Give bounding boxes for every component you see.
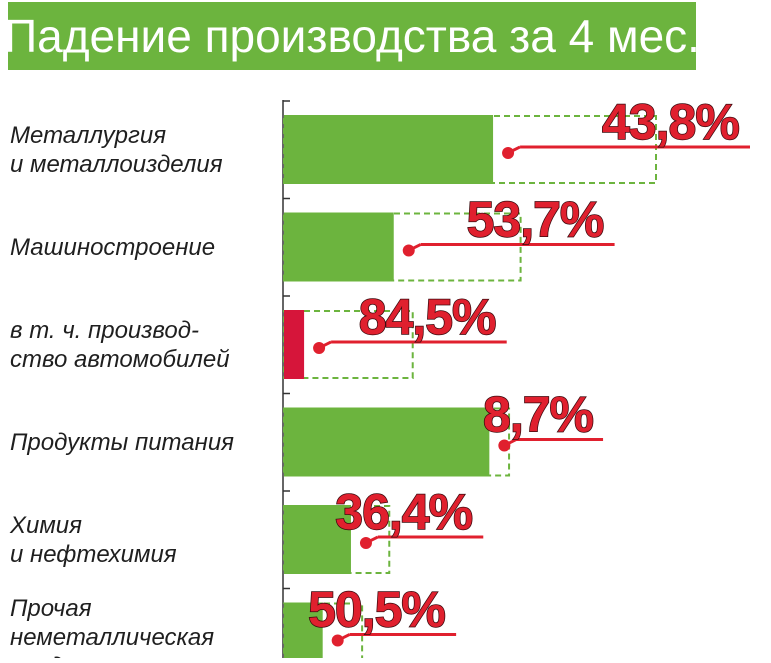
category-label: Машиностроение	[10, 234, 215, 261]
category-label: Продукты питания	[10, 429, 234, 456]
bar	[284, 505, 351, 574]
category-label: в т. ч. производ-	[10, 317, 199, 344]
chart-title: Падение производства за 4 мес.	[4, 10, 700, 62]
previous-level-outline	[283, 310, 414, 379]
value-label: 53,7%	[467, 191, 604, 247]
bar	[284, 602, 323, 663]
category-label: Металлургия	[10, 122, 166, 149]
pointer-dot	[359, 536, 372, 549]
bar	[284, 310, 305, 379]
category-label: Химия	[9, 512, 82, 539]
category-label: продукция	[10, 653, 126, 658]
bar	[284, 407, 490, 477]
chart-area: Металлургия и металлоизделия 43,8% Машиност…	[0, 80, 771, 663]
pointer-dot	[402, 244, 415, 257]
value-label: 43,8%	[602, 94, 739, 150]
category-label: ство автомобилей	[10, 346, 230, 373]
previous-level-outline	[283, 602, 364, 663]
value-label: 8,7%	[483, 386, 594, 442]
bar	[284, 212, 394, 282]
title-banner: Падение производства за 4 мес.	[4, 2, 700, 70]
value-label: 36,4%	[335, 484, 472, 540]
category-label: неметаллическая	[10, 624, 214, 651]
category-label: Прочая	[10, 595, 92, 622]
pointer-dot	[313, 341, 326, 354]
category-label: и металлоизделия	[10, 151, 223, 178]
bar	[284, 115, 494, 184]
pointer-dot	[331, 634, 344, 647]
value-label: 84,5%	[359, 289, 496, 345]
category-label: и нефтехимия	[10, 541, 177, 568]
value-label: 50,5%	[308, 581, 445, 637]
pointer-dot	[502, 146, 515, 159]
pointer-dot	[498, 439, 511, 452]
